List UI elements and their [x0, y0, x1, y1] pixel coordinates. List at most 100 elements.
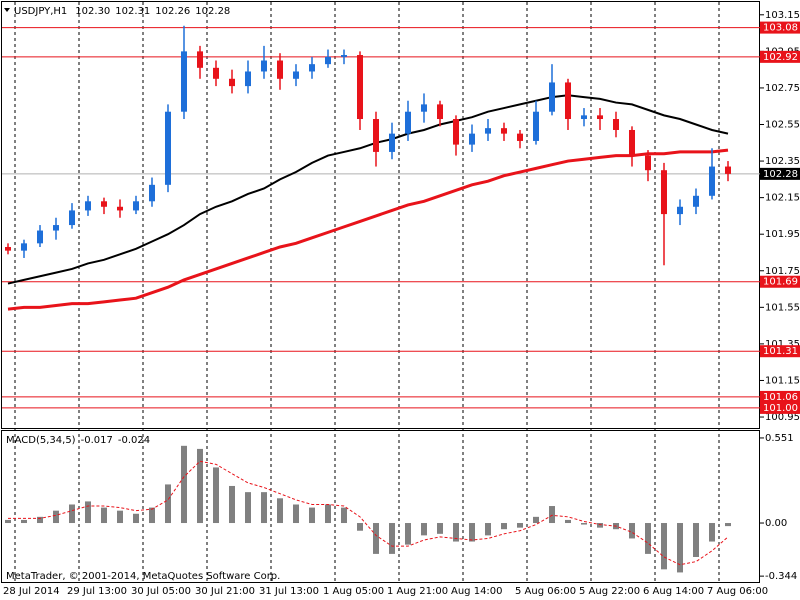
- candle-body: [261, 60, 267, 72]
- candle-body: [197, 51, 203, 68]
- macd-bar: [405, 523, 411, 545]
- macd-bar: [309, 507, 315, 524]
- macd-bar: [373, 523, 379, 554]
- y-tick-label: 101.15: [765, 375, 800, 386]
- macd-bar: [21, 519, 27, 524]
- macd-bar: [293, 504, 299, 524]
- macd-bar: [709, 523, 715, 542]
- copyright: MetaTrader, © 2001-2014, MetaQuotes Soft…: [6, 571, 280, 582]
- y-tick-label: 102.55: [765, 119, 800, 130]
- macd-bar: [661, 523, 667, 570]
- level-label: 101.00: [763, 403, 798, 414]
- candle-body: [293, 71, 299, 79]
- macd-bar: [645, 523, 651, 554]
- candle-body: [165, 111, 171, 185]
- macd-bar: [725, 523, 731, 527]
- macd-bar: [149, 507, 155, 524]
- menu-arrow[interactable]: [4, 8, 10, 12]
- macd-bar: [245, 492, 251, 524]
- current-price-label: 102.28: [763, 169, 798, 180]
- macd-bar: [213, 467, 219, 524]
- candle-body: [501, 128, 507, 134]
- macd-bar: [469, 523, 475, 542]
- candle-body: [5, 246, 11, 251]
- macd-bar: [517, 523, 523, 528]
- moving-average: [7, 148, 729, 311]
- level-label: 103.08: [763, 23, 798, 34]
- candle-body: [101, 201, 107, 207]
- macd-bar: [501, 523, 507, 530]
- macd-bar: [229, 485, 235, 524]
- macd-bar: [421, 523, 427, 536]
- x-tick-label: Aug 14:00: [451, 586, 503, 597]
- candle-body: [469, 133, 475, 145]
- y-tick-label: 102.75: [765, 83, 800, 94]
- x-tick-label: 28 Jul 2014: [3, 586, 60, 597]
- x-tick-label: 29 Jul 13:00: [67, 586, 127, 597]
- macd-bar: [197, 448, 203, 524]
- level-tag: [760, 50, 800, 63]
- candle-body: [549, 82, 555, 112]
- macd-bar: [629, 523, 635, 539]
- y-tick-label: 101.75: [765, 266, 800, 277]
- candle-body: [517, 133, 523, 141]
- candle-body: [181, 51, 187, 112]
- x-tick-label: 5 Aug 06:00: [515, 586, 576, 597]
- macd-title: MACD(5,34,5): [6, 435, 76, 446]
- macd-bar: [165, 484, 171, 524]
- candle-body: [149, 184, 155, 202]
- y-tick-label: 103.15: [765, 10, 800, 21]
- y-tick-label: 0.00: [765, 518, 787, 529]
- level-tag: [760, 345, 800, 358]
- y-tick-label: 102.35: [765, 156, 800, 167]
- macd-bar: [53, 510, 59, 524]
- macd-bar: [549, 506, 555, 524]
- y-tick-label: 101.55: [765, 302, 800, 313]
- candle-body: [309, 64, 315, 72]
- macd-bar: [597, 523, 603, 528]
- candle-body: [53, 225, 59, 231]
- macd-bar: [693, 523, 699, 557]
- y-tick-label: 101.35: [765, 339, 800, 350]
- x-tick-label: 1 Aug 05:00: [323, 586, 384, 597]
- candle-body: [421, 104, 427, 112]
- x-tick-label: 30 Jul 21:00: [195, 586, 255, 597]
- candle-body: [629, 129, 635, 156]
- quote-value: 102.28: [195, 6, 230, 17]
- y-tick-label: 0.551: [765, 433, 794, 444]
- macd-bar: [69, 504, 75, 524]
- level-label: 101.69: [763, 277, 798, 288]
- current-price-tag: [760, 167, 800, 180]
- level-tag: [760, 401, 800, 414]
- candle-body: [693, 195, 699, 207]
- y-tick-label: 102.15: [765, 193, 800, 204]
- macd-reading: -0.017: [81, 435, 113, 446]
- candle-body: [325, 56, 331, 65]
- macd-panel-frame: [1, 430, 760, 583]
- candle-body: [85, 201, 91, 211]
- candle-body: [245, 71, 251, 87]
- macd-bar: [341, 507, 347, 524]
- candle-body: [725, 166, 731, 174]
- symbol-label: USDJPY,H1: [14, 6, 67, 17]
- candle-body: [437, 104, 443, 120]
- macd-bar: [533, 516, 539, 524]
- y-tick-label: 101.95: [765, 229, 800, 240]
- candle-body: [341, 55, 347, 57]
- candle-body: [533, 111, 539, 141]
- candle-body: [613, 119, 619, 130]
- candle-body: [213, 67, 219, 79]
- macd-bar: [37, 516, 43, 524]
- level-tag: [760, 390, 800, 403]
- candle-body: [661, 170, 667, 215]
- macd-bar: [181, 445, 187, 524]
- macd-bar: [85, 501, 91, 524]
- level-tag: [760, 275, 800, 288]
- candle-body: [69, 210, 75, 226]
- x-tick-label: 7 Aug 06:00: [707, 586, 768, 597]
- quote-value: 102.30: [75, 6, 110, 17]
- y-tick-label: 100.95: [765, 412, 800, 423]
- x-tick-label: 6 Aug 14:00: [643, 586, 704, 597]
- macd-bar: [133, 513, 139, 524]
- candle-body: [581, 115, 587, 120]
